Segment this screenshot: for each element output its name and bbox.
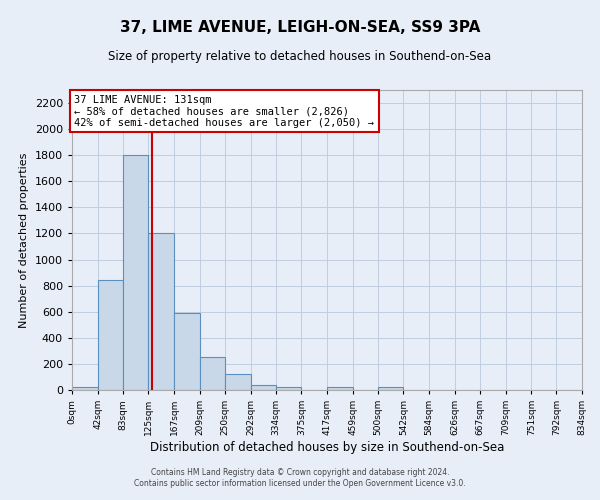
Bar xyxy=(276,388,301,390)
Bar xyxy=(174,313,200,390)
Text: Size of property relative to detached houses in Southend-on-Sea: Size of property relative to detached ho… xyxy=(109,50,491,63)
Bar xyxy=(200,356,225,390)
Bar xyxy=(123,155,148,390)
Bar xyxy=(327,388,353,390)
Text: Contains HM Land Registry data © Crown copyright and database right 2024.
Contai: Contains HM Land Registry data © Crown c… xyxy=(134,468,466,487)
X-axis label: Distribution of detached houses by size in Southend-on-Sea: Distribution of detached houses by size … xyxy=(150,441,504,454)
Bar xyxy=(378,388,403,390)
Text: 37 LIME AVENUE: 131sqm
← 58% of detached houses are smaller (2,826)
42% of semi-: 37 LIME AVENUE: 131sqm ← 58% of detached… xyxy=(74,94,374,128)
Bar xyxy=(98,280,123,390)
Bar xyxy=(72,388,98,390)
Text: 37, LIME AVENUE, LEIGH-ON-SEA, SS9 3PA: 37, LIME AVENUE, LEIGH-ON-SEA, SS9 3PA xyxy=(120,20,480,35)
Bar xyxy=(148,234,174,390)
Bar xyxy=(251,385,276,390)
Y-axis label: Number of detached properties: Number of detached properties xyxy=(19,152,29,328)
Bar xyxy=(225,374,251,390)
